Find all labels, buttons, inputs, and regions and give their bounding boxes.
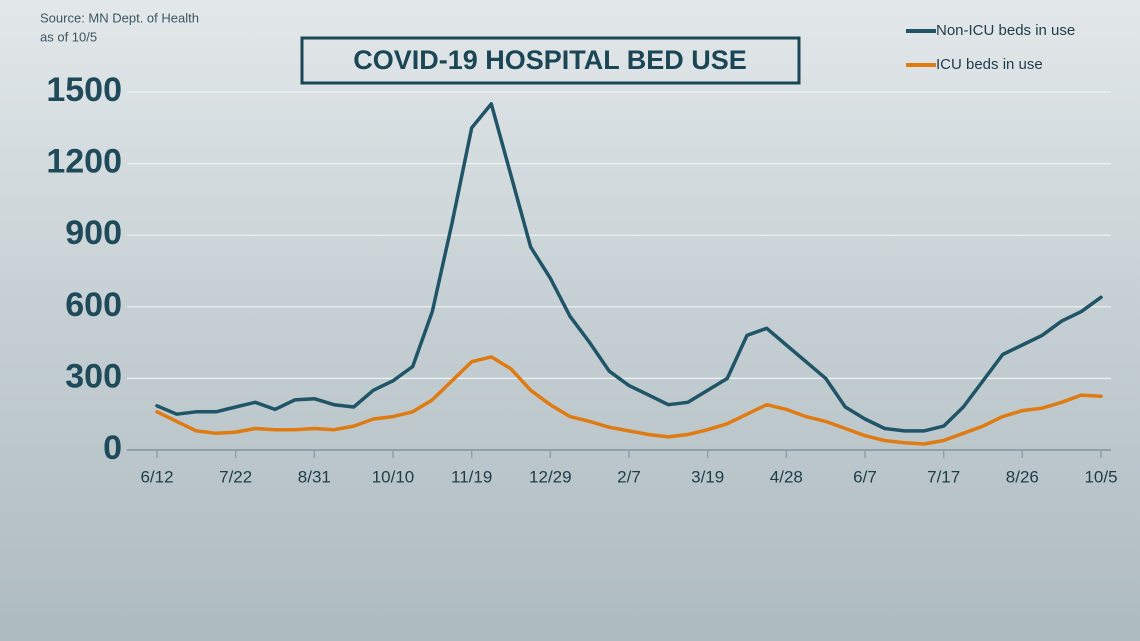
y-tick-label: 0	[103, 429, 122, 467]
chart-title: COVID-19 HOSPITAL BED USE	[353, 45, 747, 75]
x-tick-label: 8/31	[298, 467, 331, 486]
x-tick-label: 2/7	[617, 467, 641, 486]
y-tick-label: 600	[65, 286, 122, 324]
x-tick-label: 6/7	[853, 467, 877, 486]
legend-label: ICU beds in use	[936, 56, 1043, 73]
series-line	[155, 102, 1103, 433]
x-tick-label: 7/22	[219, 467, 252, 486]
y-tick-label: 300	[65, 357, 122, 395]
x-tick-label: 12/29	[529, 467, 572, 486]
x-tick-label: 6/12	[140, 467, 173, 486]
y-tick-label: 1200	[46, 143, 122, 181]
y-tick-label: 900	[65, 214, 122, 252]
y-tick-label: 1500	[46, 71, 122, 109]
series-line	[155, 355, 1103, 446]
x-tick-label: 11/19	[451, 467, 492, 486]
note: as of 10/5	[40, 29, 97, 44]
source: Source: MN Dept. of Health	[40, 10, 199, 25]
x-tick-label: 10/10	[372, 467, 415, 486]
x-tick-label: 10/5	[1084, 467, 1117, 486]
x-tick-label: 7/17	[927, 467, 960, 486]
x-tick-label: 8/26	[1006, 467, 1039, 486]
x-tick-label: 3/19	[691, 467, 724, 486]
legend-label: Non-ICU beds in use	[936, 22, 1075, 39]
x-tick-label: 4/28	[770, 467, 803, 486]
title-box	[300, 36, 801, 85]
